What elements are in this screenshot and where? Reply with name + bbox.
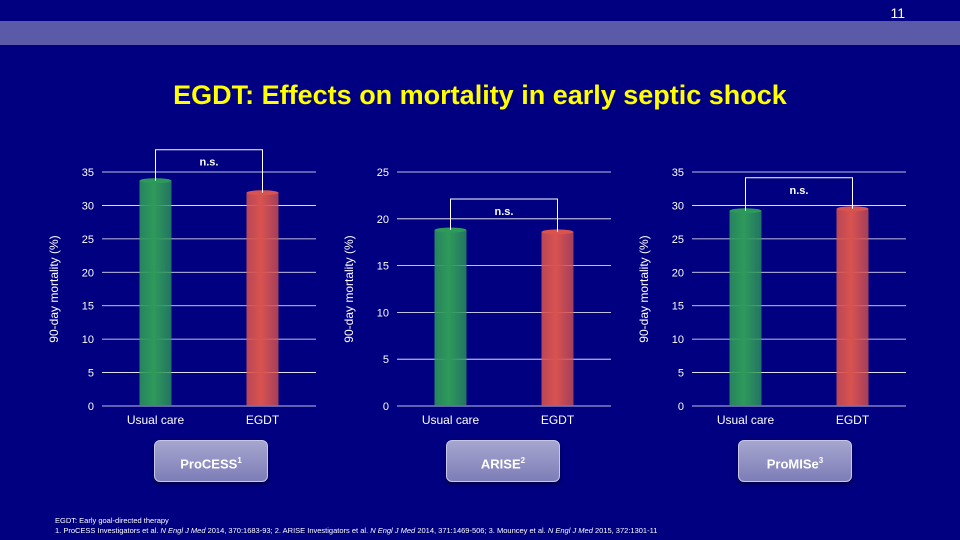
y-tick-label: 5 xyxy=(383,354,389,366)
significance-bracket xyxy=(155,149,263,193)
bar-egdt xyxy=(246,192,279,406)
y-tick-label: 0 xyxy=(88,401,94,413)
y-tick-label: 5 xyxy=(88,368,94,380)
y-tick-label: 35 xyxy=(672,167,684,179)
x-tick-label: Usual care xyxy=(127,413,185,427)
y-tick-label: 15 xyxy=(82,301,94,313)
y-tick-label: 15 xyxy=(377,261,389,273)
y-axis-label: 90-day mortality (%) xyxy=(47,235,61,342)
y-tick-label: 30 xyxy=(82,200,94,212)
y-tick-label: 35 xyxy=(82,167,94,179)
y-tick-label: 0 xyxy=(383,401,389,413)
bar-usual-care xyxy=(434,230,467,406)
ref-text: 2014, 371:1469-506; xyxy=(415,526,489,535)
bar-usual-care xyxy=(729,210,762,406)
ref-text: 2014, 370:1683-93; xyxy=(205,526,275,535)
bar-egdt xyxy=(836,208,869,406)
y-tick-label: 25 xyxy=(82,234,94,246)
bar-top-cap xyxy=(139,178,172,184)
chart-process: 0 5 10 15 20 25 30 35 90-day mortality (%) Usual … xyxy=(47,149,316,427)
significance-label: n.s. xyxy=(200,157,219,169)
y-tick-label: 20 xyxy=(377,214,389,226)
significance-label: n.s. xyxy=(790,185,809,197)
y-tick-label: 5 xyxy=(678,368,684,380)
chart-arise: 0 5 10 15 20 25 90-day mortality (%) Usual care… xyxy=(342,167,611,427)
y-tick-label: 0 xyxy=(678,401,684,413)
ref-text: 3. Mouncey et al. xyxy=(488,526,548,535)
chart-promise: 0 5 10 15 20 25 30 35 90-day mortality (%) Usual … xyxy=(637,167,906,427)
trial-name: ProMISe xyxy=(766,456,819,472)
y-tick-label: 15 xyxy=(672,301,684,313)
trial-ref: 2 xyxy=(520,456,526,465)
y-tick-label: 30 xyxy=(672,200,684,212)
trial-ref: 1 xyxy=(237,456,242,465)
ref-journal: N Engl J Med xyxy=(547,526,593,535)
bar-usual-care xyxy=(139,180,172,406)
y-tick-label: 25 xyxy=(672,234,684,246)
y-tick-label: 20 xyxy=(82,267,94,279)
page-number: 11 xyxy=(890,5,905,21)
y-tick-label: 10 xyxy=(377,307,389,319)
bar-egdt xyxy=(541,231,574,406)
trial-label-promise: ProMISe3 xyxy=(738,440,852,482)
y-tick-label: 20 xyxy=(672,267,684,279)
x-tick-label: EGDT xyxy=(246,413,280,427)
ref-text: 1. ProCESS Investigators et al. xyxy=(55,526,161,535)
y-axis-label: 90-day mortality (%) xyxy=(637,235,651,342)
footnote-references: 1. ProCESS Investigators et al. N Engl J… xyxy=(55,526,657,535)
x-tick-label: EGDT xyxy=(836,413,870,427)
significance-label: n.s. xyxy=(495,206,514,218)
slide-title: EGDT: Effects on mortality in early sept… xyxy=(173,80,787,110)
significance-bracket xyxy=(745,177,853,211)
trial-name: ProCESS xyxy=(180,456,238,472)
x-tick-label: Usual care xyxy=(422,413,480,427)
y-tick-label: 25 xyxy=(377,167,389,179)
x-tick-label: Usual care xyxy=(717,413,775,427)
footnote-abbreviation: EGDT: Early goal-directed therapy xyxy=(55,516,169,525)
ref-text: 2015, 372:1301-11 xyxy=(592,526,658,535)
x-tick-label: EGDT xyxy=(541,413,575,427)
ref-journal: N Engl J Med xyxy=(160,526,206,535)
ref-journal: N Engl J Med xyxy=(370,526,416,535)
trial-label-process: ProCESS1 xyxy=(154,440,268,482)
y-tick-label: 10 xyxy=(82,334,94,346)
ref-text: 2. ARISE Investigators et al. xyxy=(274,526,371,535)
trial-name: ARISE xyxy=(480,456,521,472)
trial-label-arise: ARISE2 xyxy=(446,440,560,482)
y-axis-label: 90-day mortality (%) xyxy=(342,235,356,342)
header-band xyxy=(0,21,960,45)
trial-ref: 3 xyxy=(818,456,824,465)
y-tick-label: 10 xyxy=(672,334,684,346)
significance-bracket xyxy=(450,198,558,232)
